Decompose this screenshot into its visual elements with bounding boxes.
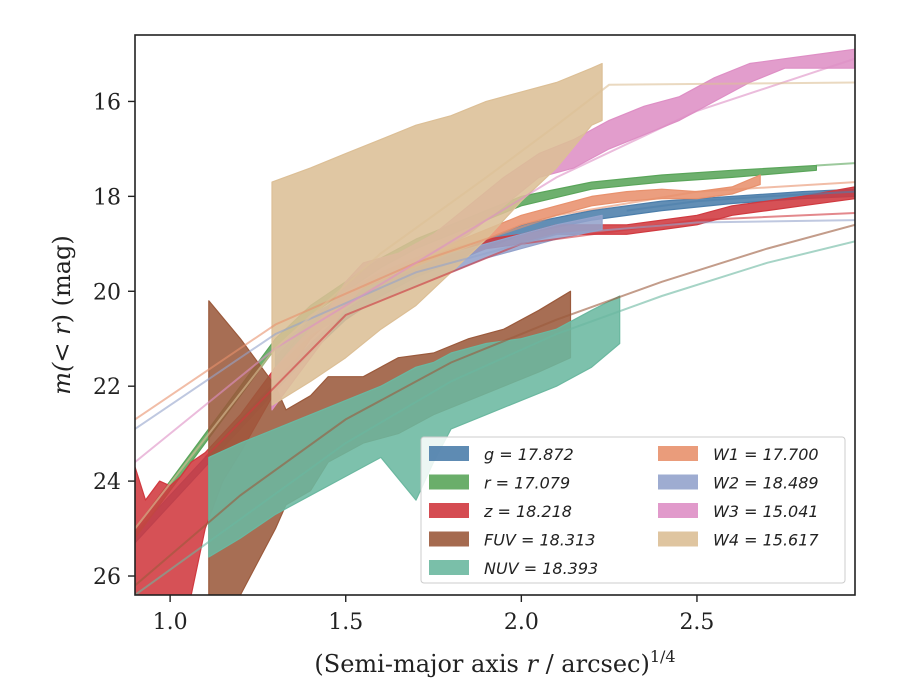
legend-swatch-z bbox=[429, 503, 469, 518]
data-band-w4 bbox=[271, 62, 603, 406]
legend-label-z: z = 18.218 bbox=[483, 502, 572, 521]
legend-label-r: r = 17.079 bbox=[484, 474, 570, 493]
x-axis-label-var: r bbox=[526, 650, 539, 678]
y-axis-label-prefix: m( bbox=[48, 362, 76, 395]
x-axis-label-tail: / arcsec) bbox=[538, 650, 650, 678]
legend-swatch-r bbox=[429, 474, 469, 490]
legend-swatch-g bbox=[429, 446, 469, 461]
y-tick-label: 20 bbox=[93, 280, 121, 305]
legend-label-fuv: FUV = 18.313 bbox=[484, 531, 595, 550]
x-axis-ticks: 1.0 1.5 2.0 2.5 bbox=[153, 595, 714, 635]
model-curve-fuv bbox=[135, 223, 855, 587]
plot-frame bbox=[134, 34, 856, 596]
model-curve-w3 bbox=[135, 57, 855, 463]
legend-label-w1: W1 = 17.700 bbox=[713, 445, 819, 464]
legend-label-w2: W2 = 18.489 bbox=[713, 474, 819, 493]
legend-label-w4: W4 = 15.617 bbox=[713, 531, 819, 550]
legend-swatch-w3 bbox=[658, 503, 698, 518]
x-axis-label: (Semi-major axis r / arcsec)1/4 bbox=[314, 647, 675, 678]
legend-label-nuv: NUV = 18.393 bbox=[484, 559, 598, 578]
legend-swatch-w4 bbox=[658, 531, 698, 547]
x-tick-label: 1.5 bbox=[328, 610, 363, 635]
y-tick-label: 24 bbox=[93, 470, 121, 495]
data-band-nuv bbox=[208, 295, 621, 558]
legend-frame bbox=[420, 436, 846, 584]
legend: g = 17.872 r = 17.079 z = 18.218 FUV = 18.3… bbox=[420, 436, 846, 584]
x-tick-label: 1.0 bbox=[153, 610, 188, 635]
x-axis-label-main: (Semi-major axis bbox=[314, 650, 526, 678]
model-curves bbox=[135, 57, 855, 595]
model-curve-nuv bbox=[135, 240, 855, 595]
y-tick-label: 22 bbox=[93, 375, 121, 400]
model-curve-w4 bbox=[135, 81, 855, 530]
model-curve-g bbox=[626, 190, 855, 212]
x-tick-label: 2.0 bbox=[504, 610, 539, 635]
legend-label-g: g = 17.872 bbox=[484, 445, 574, 464]
y-axis-label-var: < r bbox=[48, 322, 76, 363]
x-axis-label-sup: 1/4 bbox=[650, 647, 676, 666]
y-axis-label-suffix: ) (mag) bbox=[48, 235, 76, 323]
legend-swatch-fuv bbox=[429, 531, 469, 547]
y-axis-ticks: 16 18 20 22 24 26 bbox=[93, 90, 135, 590]
x-tick-label: 2.5 bbox=[679, 610, 714, 635]
model-curve-r bbox=[816, 162, 855, 167]
legend-swatch-nuv bbox=[429, 560, 469, 575]
legend-label-w3: W3 = 15.041 bbox=[713, 502, 819, 521]
y-tick-label: 16 bbox=[93, 90, 121, 115]
model-curve-w2 bbox=[135, 219, 855, 430]
legend-swatch-w1 bbox=[658, 446, 698, 461]
y-axis-label: m(< r) (mag) bbox=[48, 235, 76, 395]
legend-swatch-w2 bbox=[658, 474, 698, 490]
y-tick-label: 26 bbox=[93, 565, 121, 590]
model-curve-w1 bbox=[135, 181, 855, 421]
y-tick-label: 18 bbox=[93, 185, 121, 210]
